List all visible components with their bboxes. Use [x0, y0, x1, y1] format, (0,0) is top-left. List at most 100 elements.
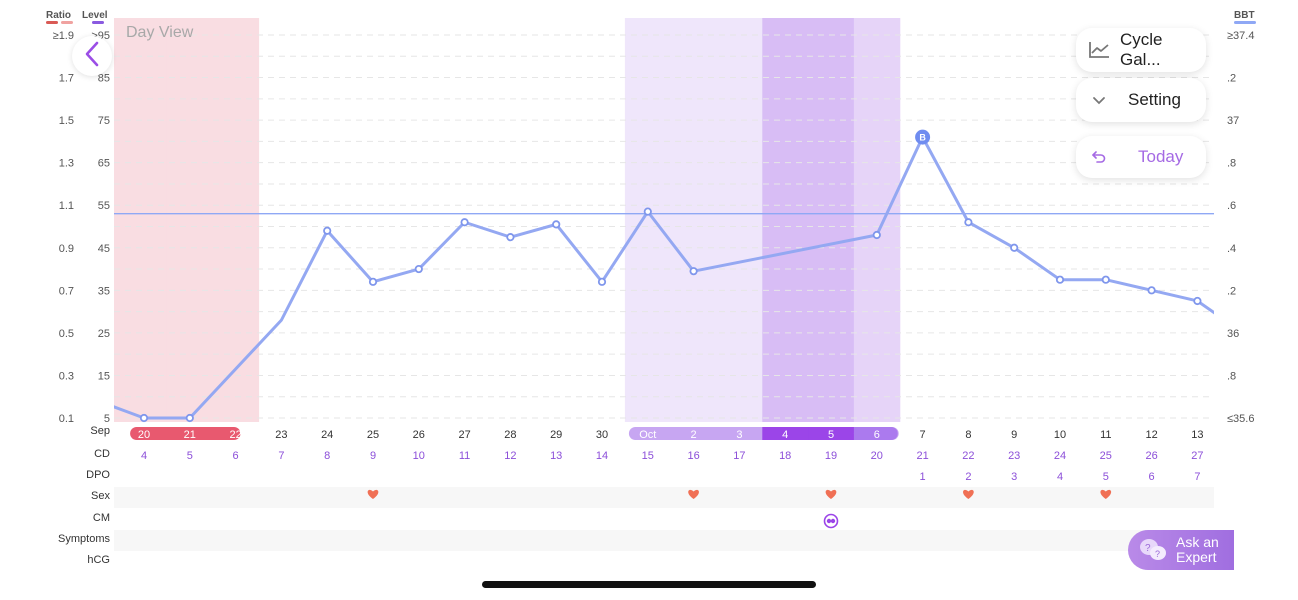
cd-value: 25 [1100, 450, 1112, 462]
phase-band-period [212, 18, 260, 422]
date-label[interactable]: 3 [736, 429, 742, 441]
level-tick-label: 75 [98, 115, 110, 127]
heart-icon[interactable] [825, 489, 837, 499]
date-label[interactable]: 28 [504, 429, 516, 441]
cd-value: 19 [825, 450, 837, 462]
ratio-legend-swatch-light [61, 21, 73, 24]
level-point[interactable] [597, 277, 607, 286]
date-label[interactable]: 12 [1145, 429, 1157, 441]
cd-value: 15 [642, 450, 654, 462]
view-title: Day View [126, 24, 194, 41]
phase-band-fertile [716, 18, 763, 422]
level-point[interactable] [368, 277, 378, 286]
level-point[interactable] [139, 413, 149, 423]
date-label[interactable]: 5 [828, 429, 834, 441]
date-label[interactable]: 23 [275, 429, 287, 441]
cycle-gallery-button[interactable]: Cycle Gal... [1076, 28, 1206, 72]
svg-text:?: ? [1145, 543, 1151, 554]
undo-arrow-icon [1088, 150, 1110, 164]
date-label[interactable]: 7 [920, 429, 926, 441]
date-label[interactable]: 20 [138, 429, 150, 441]
date-label[interactable]: 21 [184, 429, 196, 441]
date-label[interactable]: 4 [782, 429, 788, 441]
chat-bubbles-icon: ? ? [1138, 537, 1168, 563]
heart-icon[interactable] [963, 489, 974, 499]
line-chart-icon [1088, 41, 1110, 59]
date-label[interactable]: 24 [321, 429, 333, 441]
level-point[interactable] [506, 233, 515, 242]
level-point[interactable] [552, 220, 561, 229]
ovulation-date-cell[interactable] [808, 427, 855, 440]
date-label[interactable]: 2 [691, 429, 697, 441]
peak-marker[interactable] [915, 129, 931, 145]
level-point[interactable] [414, 264, 423, 274]
date-label[interactable]: 30 [596, 429, 608, 441]
cd-value: 23 [1008, 450, 1020, 462]
date-label[interactable]: 10 [1054, 429, 1066, 441]
bbt-tick-label: ≤35.6 [1227, 413, 1254, 425]
level-point[interactable] [689, 267, 698, 276]
heart-icon[interactable] [367, 489, 379, 499]
level-tick-label: 15 [98, 370, 110, 382]
date-label[interactable]: 9 [1011, 429, 1017, 441]
period-date-pill[interactable] [130, 427, 241, 440]
cd-value: 26 [1145, 450, 1157, 462]
date-label[interactable]: 26 [413, 429, 425, 441]
heart-icon[interactable] [1100, 489, 1112, 499]
ovulation-date-cell[interactable] [762, 427, 809, 440]
setting-label: Setting [1128, 90, 1181, 109]
back-button[interactable] [72, 36, 112, 76]
level-point[interactable] [1010, 243, 1019, 252]
dpo-row: 1 2 3 4 5 6 7 [920, 471, 1201, 483]
date-label[interactable]: 6 [874, 429, 880, 441]
ratio-tick-label: 1.1 [59, 200, 74, 212]
date-label[interactable]: 25 [367, 429, 379, 441]
home-indicator [482, 581, 816, 588]
dpo-value: 7 [1194, 471, 1200, 483]
level-point[interactable] [460, 218, 469, 227]
date-label[interactable]: 29 [550, 429, 562, 441]
chevron-down-icon [1088, 95, 1110, 105]
level-point[interactable] [872, 230, 881, 240]
ratio-tick-label: 0.3 [59, 370, 74, 382]
level-point[interactable] [1055, 275, 1065, 284]
level-point[interactable] [185, 413, 194, 423]
cd-value: 14 [596, 450, 608, 462]
heart-icon[interactable] [688, 489, 699, 499]
ratio-tick-label: 0.1 [59, 413, 74, 425]
level-tick-label: 85 [98, 73, 110, 85]
cervical-mucus-icon[interactable] [823, 513, 839, 529]
date-label[interactable]: 8 [965, 429, 971, 441]
cd-value: 13 [550, 450, 562, 462]
phase-band-fertile-late [853, 18, 901, 422]
date-label[interactable]: 22 [229, 429, 241, 441]
date-label[interactable]: 27 [458, 429, 470, 441]
fertile-late-date-cell[interactable] [853, 427, 898, 440]
dpo-value: 2 [965, 471, 971, 483]
date-label[interactable]: 11 [1100, 429, 1111, 441]
level-point[interactable] [1193, 296, 1202, 306]
ratio-tick-label: 1.5 [59, 115, 74, 127]
level-point[interactable] [964, 218, 973, 227]
level-point[interactable] [1147, 286, 1156, 295]
bbt-legend-swatch [1234, 21, 1256, 24]
ratio-tick-label: 0.9 [59, 243, 74, 255]
cycle-gallery-label: Cycle Gal... [1120, 30, 1163, 69]
level-point[interactable] [643, 207, 652, 216]
ratio-tick-label: 0.5 [59, 328, 74, 340]
level-tick-label: 35 [98, 285, 110, 297]
setting-button[interactable]: Setting [1076, 78, 1206, 122]
bbt-tick-label: .2 [1227, 285, 1236, 297]
level-point[interactable] [1101, 275, 1110, 284]
ratio-tick-label: 0.7 [59, 285, 74, 297]
bbt-tick-label: .2 [1227, 73, 1236, 85]
ask-expert-button[interactable]: ? ? Ask an Expert [1128, 530, 1234, 570]
svg-text:?: ? [1155, 549, 1160, 559]
date-label[interactable]: 13 [1191, 429, 1203, 441]
cd-value: 16 [687, 450, 699, 462]
date-label[interactable]: Oct [639, 429, 656, 441]
level-point[interactable] [323, 226, 332, 235]
today-button[interactable]: Today [1076, 136, 1206, 178]
dpo-value: 5 [1103, 471, 1109, 483]
